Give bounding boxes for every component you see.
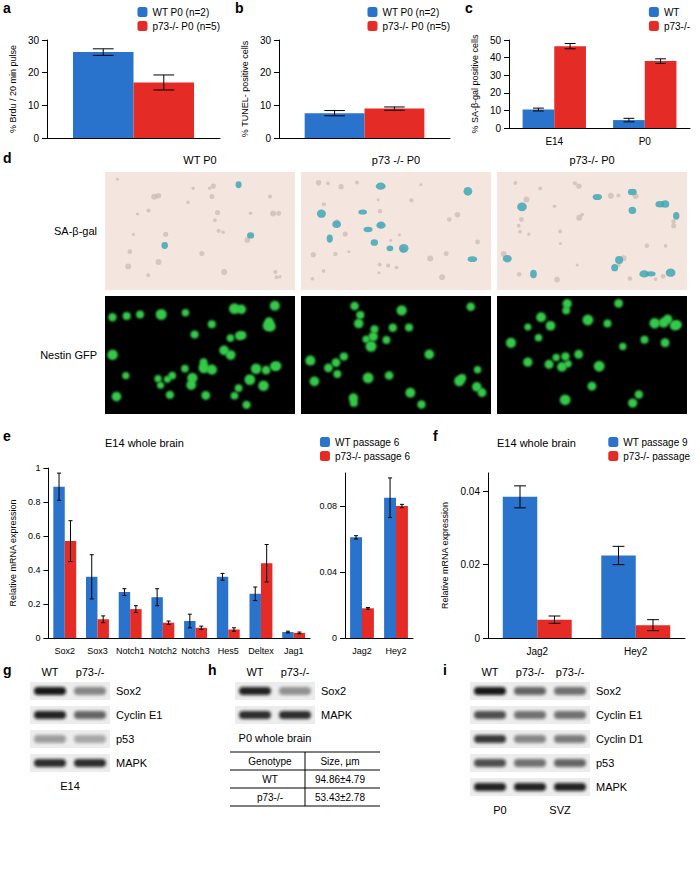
svg-text:0: 0: [33, 133, 39, 144]
svg-text:E14: E14: [60, 780, 80, 792]
svg-text:94.86±4.79: 94.86±4.79: [315, 774, 365, 785]
svg-text:Sox2: Sox2: [321, 685, 346, 697]
svg-text:Genotype: Genotype: [248, 756, 292, 767]
svg-text:WT: WT: [664, 7, 680, 18]
svg-text:30: 30: [28, 35, 40, 46]
svg-text:p73-/- P0 (n=5): p73-/- P0 (n=5): [152, 21, 220, 32]
svg-text:30: 30: [490, 70, 502, 81]
svg-text:% SA-β-gal positive cells: % SA-β-gal positive cells: [470, 34, 480, 134]
html-text:i: i: [443, 662, 447, 678]
svg-text:Hey2: Hey2: [385, 646, 406, 656]
svg-text:p53: p53: [596, 757, 614, 769]
svg-text:SA-β-gal: SA-β-gal: [54, 225, 97, 237]
svg-text:Sox2: Sox2: [116, 685, 141, 697]
html-text:h: h: [208, 662, 217, 678]
svg-text:MAPK: MAPK: [321, 709, 353, 721]
svg-text:Cyclin E1: Cyclin E1: [596, 709, 642, 721]
svg-text:MAPK: MAPK: [116, 757, 148, 769]
svg-text:P0: P0: [639, 136, 652, 147]
svg-text:Jag1: Jag1: [284, 646, 304, 656]
svg-text:WT P0 (n=2): WT P0 (n=2): [382, 7, 439, 18]
svg-text:Jag2: Jag2: [526, 646, 548, 657]
svg-text:0.04: 0.04: [461, 486, 481, 497]
svg-text:Notch2: Notch2: [149, 646, 178, 656]
svg-text:0: 0: [495, 123, 501, 134]
svg-text:0: 0: [474, 633, 480, 644]
svg-text:Hey2: Hey2: [624, 646, 648, 657]
svg-text:E14 whole brain: E14 whole brain: [105, 437, 184, 449]
svg-text:p73-/-: p73-/-: [76, 666, 105, 678]
svg-text:0.08: 0.08: [319, 501, 337, 511]
svg-text:Relative mRNA expression: Relative mRNA expression: [440, 502, 450, 609]
svg-text:50: 50: [490, 35, 502, 46]
svg-text:0.02: 0.02: [461, 559, 481, 570]
svg-text:p73 -/- P0: p73 -/- P0: [372, 154, 420, 166]
svg-text:30: 30: [260, 35, 272, 46]
svg-text:p73-/-: p73-/-: [281, 666, 310, 678]
svg-text:Notch1: Notch1: [116, 646, 145, 656]
svg-text:p73-/- P0 (n=5): p73-/- P0 (n=5): [382, 21, 450, 32]
svg-text:WT P0: WT P0: [183, 154, 216, 166]
svg-text:p73-/-: p73-/-: [516, 666, 545, 678]
svg-text:Deltex: Deltex: [248, 646, 274, 656]
svg-text:WT: WT: [246, 666, 263, 678]
html-text:c: c: [465, 0, 473, 16]
svg-text:p73-/-: p73-/-: [257, 792, 283, 803]
html-text:g: g: [3, 662, 12, 678]
svg-text:Nestin GFP: Nestin GFP: [40, 349, 97, 361]
svg-text:Cyclin E1: Cyclin E1: [116, 709, 162, 721]
svg-text:E14 whole brain: E14 whole brain: [497, 437, 576, 449]
html-text:f: f: [433, 428, 438, 444]
svg-text:Hes5: Hes5: [218, 646, 239, 656]
svg-text:Sox3: Sox3: [87, 646, 108, 656]
svg-text:% Brdu / 20 min pulse: % Brdu / 20 min pulse: [8, 45, 18, 133]
svg-text:Notch3: Notch3: [181, 646, 210, 656]
svg-text:0.4: 0.4: [28, 565, 41, 575]
svg-text:p53: p53: [116, 733, 134, 745]
html-text:e: e: [3, 428, 11, 444]
svg-text:0: 0: [332, 633, 337, 643]
svg-text:10: 10: [28, 100, 40, 111]
svg-text:20: 20: [490, 87, 502, 98]
svg-text:WT: WT: [41, 666, 58, 678]
svg-text:Sox2: Sox2: [55, 646, 76, 656]
svg-text:p73-/- passage: p73-/- passage: [623, 451, 690, 462]
svg-text:WT: WT: [481, 666, 498, 678]
svg-text:0: 0: [265, 133, 271, 144]
svg-text:p73-/-: p73-/-: [556, 666, 585, 678]
svg-text:10: 10: [490, 105, 502, 116]
svg-text:10: 10: [260, 100, 272, 111]
svg-text:0.6: 0.6: [28, 531, 41, 541]
svg-text:p73-/- passage 6: p73-/- passage 6: [335, 451, 410, 462]
svg-text:Size, µm: Size, µm: [320, 756, 359, 767]
html-text:b: b: [235, 0, 244, 16]
svg-text:SVZ: SVZ: [549, 804, 571, 816]
svg-text:0.8: 0.8: [28, 497, 41, 507]
svg-text:0.2: 0.2: [28, 599, 41, 609]
svg-text:Sox2: Sox2: [596, 685, 621, 697]
svg-text:% TUNEL- positive cells: % TUNEL- positive cells: [240, 40, 250, 137]
svg-text:20: 20: [260, 67, 272, 78]
svg-text:40: 40: [490, 52, 502, 63]
svg-text:1: 1: [35, 463, 40, 473]
svg-text:p73-/- P0: p73-/- P0: [569, 154, 614, 166]
svg-text:p73-/-: p73-/-: [664, 21, 690, 32]
svg-text:Relative mRNA expression: Relative mRNA expression: [8, 499, 18, 606]
html-text:a: a: [3, 0, 11, 16]
svg-text:Jag2: Jag2: [352, 646, 372, 656]
svg-text:WT passage 6: WT passage 6: [335, 437, 400, 448]
html-text:d: d: [3, 150, 12, 166]
svg-text:53.43±2.78: 53.43±2.78: [315, 792, 365, 803]
svg-text:Cyclin D1: Cyclin D1: [596, 733, 643, 745]
svg-text:P0 whole brain: P0 whole brain: [239, 732, 312, 744]
svg-text:MAPK: MAPK: [596, 781, 628, 793]
svg-text:0: 0: [35, 633, 40, 643]
svg-text:0.04: 0.04: [319, 567, 337, 577]
svg-text:20: 20: [28, 67, 40, 78]
svg-text:E14: E14: [545, 136, 563, 147]
svg-text:WT: WT: [262, 774, 278, 785]
svg-text:P0: P0: [493, 804, 506, 816]
svg-text:WT passage 9: WT passage 9: [623, 437, 688, 448]
svg-text:WT P0 (n=2): WT P0 (n=2): [152, 7, 209, 18]
